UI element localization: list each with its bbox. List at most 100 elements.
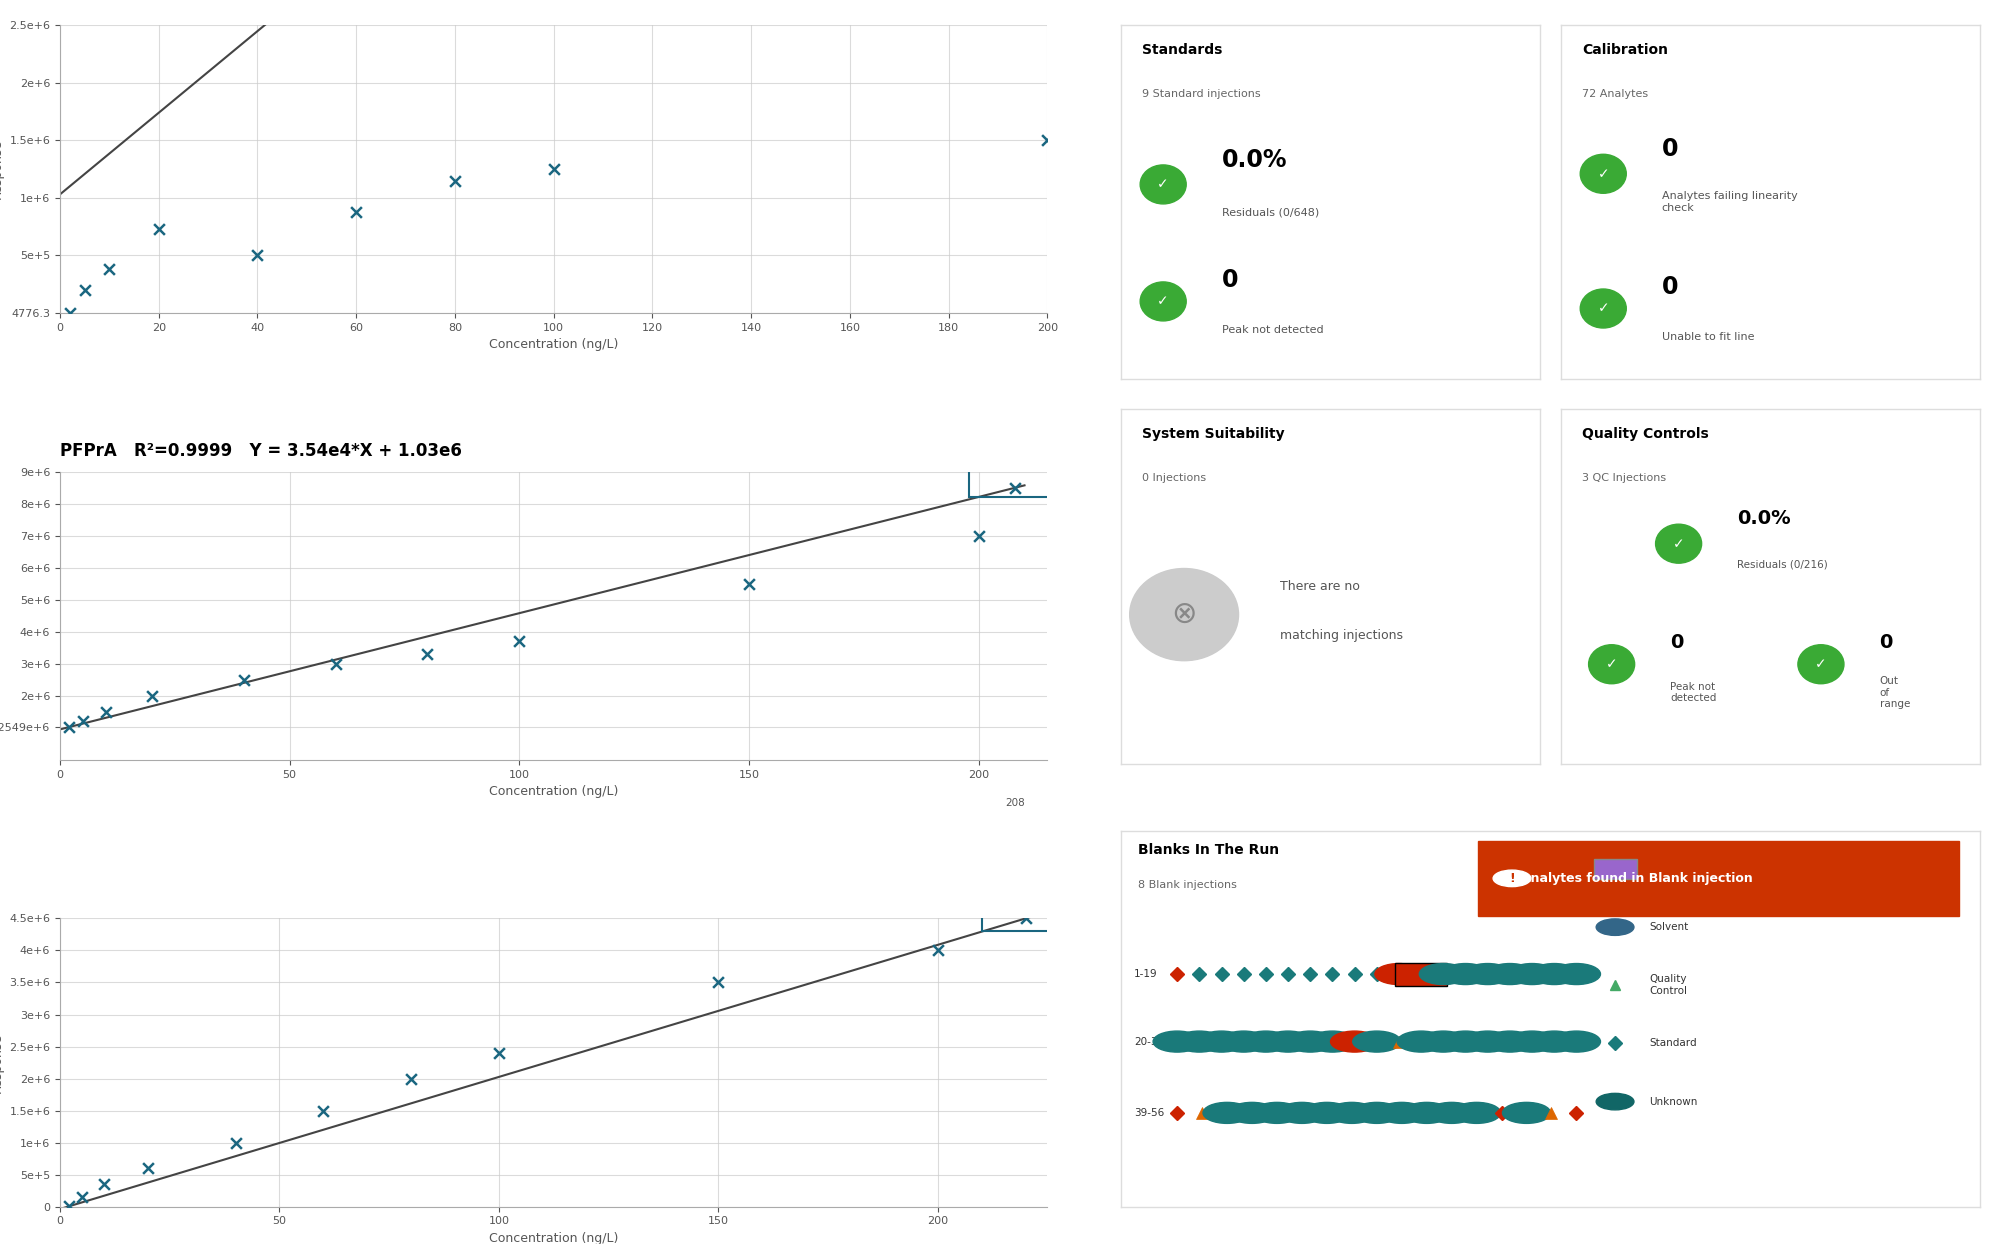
Text: 8 Blank injections: 8 Blank injections — [1138, 881, 1238, 891]
Circle shape — [1352, 1102, 1400, 1123]
Text: Solvent: Solvent — [1650, 922, 1688, 932]
Text: Blank: Blank — [1650, 865, 1678, 875]
Circle shape — [1398, 1031, 1446, 1052]
Text: ✓: ✓ — [1158, 178, 1168, 192]
Circle shape — [1508, 964, 1556, 984]
Circle shape — [1420, 1031, 1468, 1052]
Point — [308, 1101, 340, 1121]
Point — [54, 302, 86, 322]
Point — [132, 1158, 164, 1178]
Point — [412, 644, 444, 664]
Circle shape — [1220, 1031, 1268, 1052]
Point — [142, 219, 174, 239]
Circle shape — [1552, 964, 1600, 984]
Text: 72 Analytes: 72 Analytes — [1582, 88, 1648, 98]
Text: matching injections: matching injections — [1280, 629, 1404, 642]
Circle shape — [1798, 644, 1844, 684]
Circle shape — [1452, 1102, 1500, 1123]
Point — [220, 1133, 252, 1153]
Circle shape — [1486, 1031, 1534, 1052]
Circle shape — [1580, 289, 1626, 328]
Point — [396, 1069, 428, 1088]
Text: Out
of
range: Out of range — [1880, 675, 1910, 709]
Text: Quality Controls: Quality Controls — [1582, 427, 1710, 440]
Circle shape — [1502, 1102, 1550, 1123]
Circle shape — [1530, 964, 1578, 984]
Point — [504, 632, 536, 652]
Point — [482, 1042, 514, 1062]
X-axis label: Concentration (ng/L): Concentration (ng/L) — [490, 785, 618, 799]
Point — [88, 1174, 120, 1194]
Circle shape — [1154, 1031, 1202, 1052]
Text: Quality
Control: Quality Control — [1650, 974, 1688, 996]
Point — [1000, 478, 1032, 498]
Point — [66, 712, 98, 731]
Text: ✓: ✓ — [1598, 301, 1610, 316]
Circle shape — [1204, 1102, 1252, 1123]
Bar — [982, 889, 1070, 931]
Text: 39-56: 39-56 — [1134, 1108, 1164, 1118]
Text: 0.0%: 0.0% — [1738, 509, 1790, 529]
Text: 0: 0 — [1880, 633, 1892, 652]
Circle shape — [1130, 569, 1238, 661]
Text: 1-19: 1-19 — [1134, 969, 1158, 979]
Text: ✓: ✓ — [1158, 295, 1168, 309]
Circle shape — [1378, 1102, 1426, 1123]
Circle shape — [1228, 1102, 1276, 1123]
Circle shape — [1494, 870, 1530, 887]
Text: Residuals (0/216): Residuals (0/216) — [1738, 560, 1828, 570]
Point — [66, 1187, 98, 1207]
Point — [94, 259, 126, 279]
Text: 9 Standard injections: 9 Standard injections — [1142, 88, 1260, 98]
Text: Unknown: Unknown — [1650, 1097, 1698, 1107]
Circle shape — [1140, 282, 1186, 321]
Point — [1032, 131, 1064, 151]
Circle shape — [1308, 1031, 1356, 1052]
Text: ✓: ✓ — [1606, 657, 1618, 672]
Y-axis label: Response: Response — [0, 1033, 4, 1092]
Circle shape — [1286, 1031, 1334, 1052]
Circle shape — [1302, 1102, 1350, 1123]
Point — [1010, 908, 1042, 928]
Circle shape — [1278, 1102, 1326, 1123]
Point — [438, 170, 470, 190]
Circle shape — [1464, 1031, 1512, 1052]
X-axis label: Concentration (ng/L): Concentration (ng/L) — [490, 1232, 618, 1244]
Circle shape — [1330, 1031, 1378, 1052]
Point — [54, 717, 86, 736]
Text: 20-38: 20-38 — [1134, 1036, 1164, 1046]
Circle shape — [1530, 1031, 1578, 1052]
Circle shape — [1402, 1102, 1450, 1123]
Text: System Suitability: System Suitability — [1142, 427, 1284, 440]
Text: 3 QC Injections: 3 QC Injections — [1582, 473, 1666, 483]
Circle shape — [1140, 165, 1186, 204]
FancyBboxPatch shape — [1478, 841, 1958, 916]
Point — [538, 159, 570, 179]
Text: 208: 208 — [1006, 799, 1026, 809]
Text: Peak not
detected: Peak not detected — [1670, 682, 1716, 703]
Circle shape — [1656, 524, 1702, 564]
Point — [242, 245, 274, 265]
Point — [732, 573, 764, 593]
Text: 0: 0 — [1662, 275, 1678, 300]
X-axis label: Concentration (ng/L): Concentration (ng/L) — [490, 338, 618, 351]
Point — [702, 973, 734, 993]
Circle shape — [1508, 1031, 1556, 1052]
Point — [136, 685, 168, 705]
Text: !: ! — [1510, 872, 1514, 884]
Circle shape — [1352, 1031, 1400, 1052]
Circle shape — [1464, 964, 1512, 984]
Text: Peak not detected: Peak not detected — [1222, 325, 1324, 335]
Text: 0 Injections: 0 Injections — [1142, 473, 1206, 483]
Circle shape — [1596, 1093, 1634, 1110]
Circle shape — [1242, 1031, 1290, 1052]
Circle shape — [1580, 154, 1626, 193]
Circle shape — [1176, 1031, 1224, 1052]
Text: ✓: ✓ — [1816, 657, 1826, 672]
Circle shape — [1420, 964, 1468, 984]
Circle shape — [1552, 1031, 1600, 1052]
Text: Analytes found in Blank injection: Analytes found in Blank injection — [1520, 872, 1752, 884]
FancyBboxPatch shape — [1594, 858, 1636, 880]
Text: 0.0%: 0.0% — [1222, 148, 1288, 172]
Text: Analytes failing linearity
check: Analytes failing linearity check — [1662, 192, 1798, 213]
